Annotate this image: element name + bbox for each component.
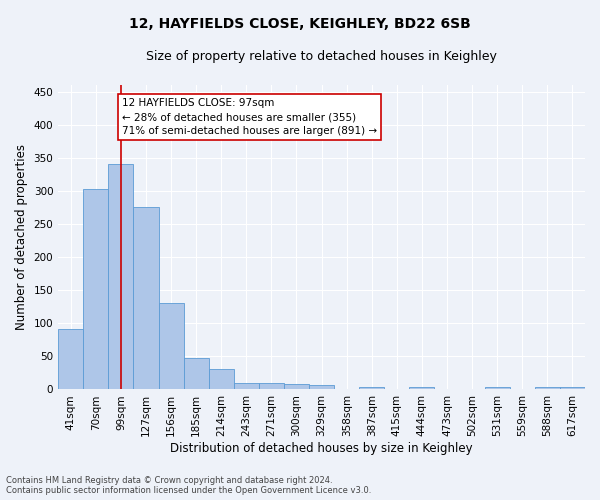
- Text: 12 HAYFIELDS CLOSE: 97sqm
← 28% of detached houses are smaller (355)
71% of semi: 12 HAYFIELDS CLOSE: 97sqm ← 28% of detac…: [122, 98, 377, 136]
- Text: 12, HAYFIELDS CLOSE, KEIGHLEY, BD22 6SB: 12, HAYFIELDS CLOSE, KEIGHLEY, BD22 6SB: [129, 18, 471, 32]
- Y-axis label: Number of detached properties: Number of detached properties: [15, 144, 28, 330]
- Bar: [535, 388, 560, 390]
- Bar: [83, 189, 109, 390]
- Bar: [184, 358, 209, 390]
- Bar: [409, 388, 434, 390]
- Bar: [359, 387, 385, 390]
- Bar: [259, 383, 284, 390]
- Bar: [209, 369, 234, 390]
- Bar: [109, 164, 133, 390]
- Bar: [234, 383, 259, 390]
- Text: Contains HM Land Registry data © Crown copyright and database right 2024.
Contai: Contains HM Land Registry data © Crown c…: [6, 476, 371, 495]
- Bar: [560, 387, 585, 390]
- Bar: [284, 384, 309, 390]
- Bar: [485, 387, 510, 390]
- X-axis label: Distribution of detached houses by size in Keighley: Distribution of detached houses by size …: [170, 442, 473, 455]
- Bar: [158, 303, 184, 390]
- Bar: [133, 207, 158, 390]
- Bar: [309, 385, 334, 390]
- Title: Size of property relative to detached houses in Keighley: Size of property relative to detached ho…: [146, 50, 497, 63]
- Bar: [58, 328, 83, 390]
